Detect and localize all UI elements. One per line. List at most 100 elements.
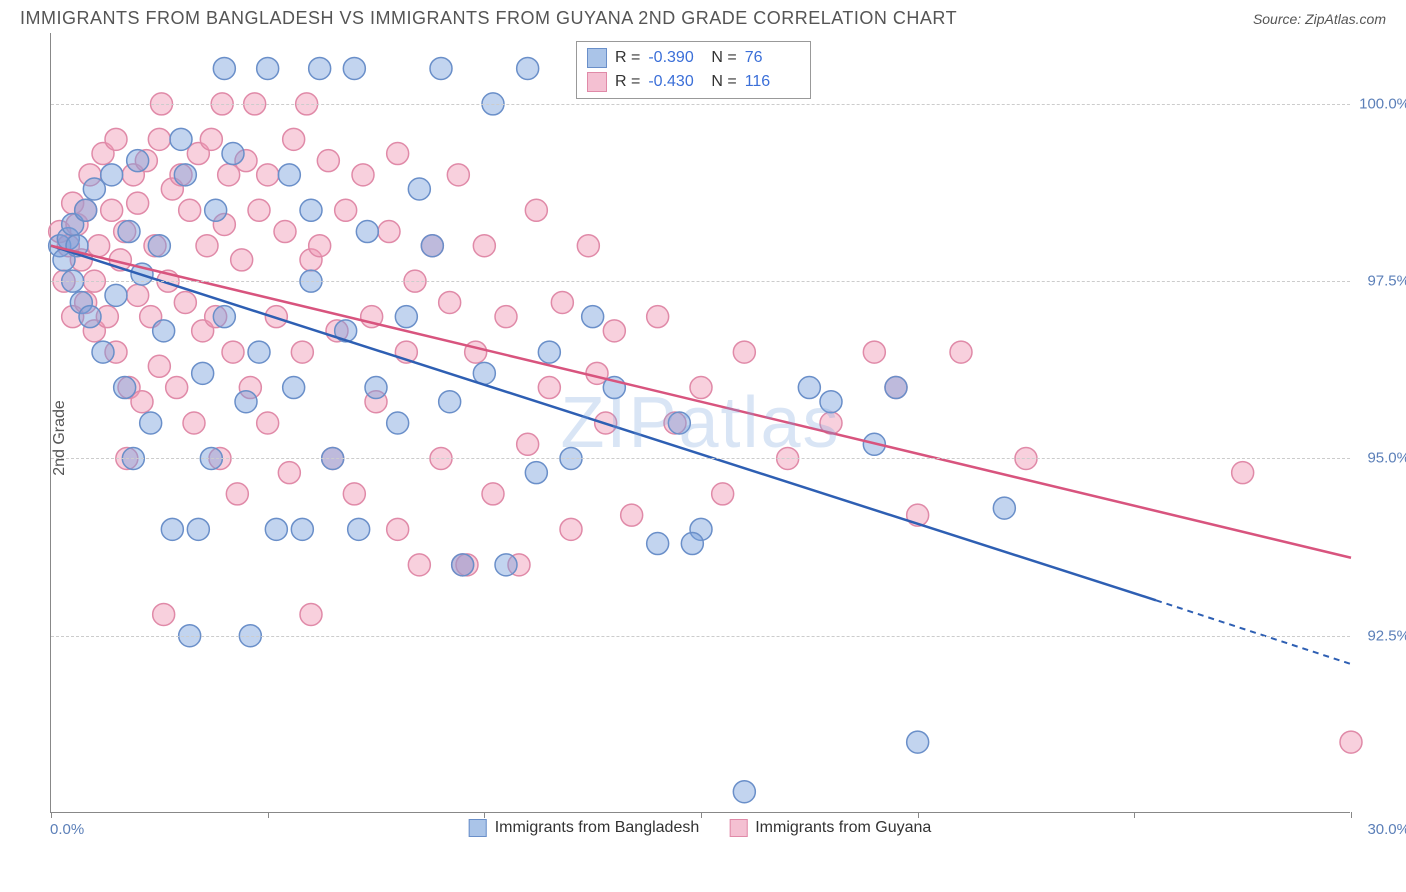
legend-label: Immigrants from Bangladesh (495, 819, 700, 837)
scatter-point (335, 199, 357, 221)
scatter-point (712, 483, 734, 505)
scatter-point (560, 518, 582, 540)
trend-line (51, 246, 1156, 601)
scatter-point (452, 554, 474, 576)
scatter-point (538, 377, 560, 399)
scatter-point (235, 391, 257, 413)
y-tick-label: 100.0% (1359, 95, 1406, 112)
scatter-point (525, 199, 547, 221)
scatter-point (408, 554, 430, 576)
legend-item-guyana: Immigrants from Guyana (729, 819, 931, 837)
gridline (51, 281, 1350, 282)
scatter-point (291, 341, 313, 363)
scatter-point (291, 518, 313, 540)
scatter-point (174, 164, 196, 186)
scatter-point (222, 143, 244, 165)
scatter-point (153, 320, 175, 342)
scatter-point (603, 320, 625, 342)
y-tick-label: 97.5% (1367, 273, 1406, 290)
scatter-point (148, 235, 170, 257)
scatter-point (226, 483, 248, 505)
scatter-point (127, 284, 149, 306)
scatter-point (885, 377, 907, 399)
gridline (51, 636, 1350, 637)
scatter-point (200, 128, 222, 150)
scatter-point (495, 306, 517, 328)
scatter-point (317, 150, 339, 172)
scatter-point (88, 235, 110, 257)
scatter-point (439, 391, 461, 413)
stats-row-bangladesh: R = -0.390 N = 76 (587, 46, 800, 70)
scatter-point (127, 192, 149, 214)
scatter-point (365, 377, 387, 399)
scatter-point (517, 57, 539, 79)
scatter-point (387, 412, 409, 434)
scatter-point (231, 249, 253, 271)
scatter-point (309, 235, 331, 257)
y-tick-label: 92.5% (1367, 627, 1406, 644)
y-tick-label: 95.0% (1367, 450, 1406, 467)
scatter-point (140, 412, 162, 434)
stats-row-guyana: R = -0.430 N = 116 (587, 70, 800, 94)
chart-source: Source: ZipAtlas.com (1253, 11, 1386, 27)
scatter-point (1232, 462, 1254, 484)
stats-swatch-icon (587, 72, 607, 92)
scatter-point (170, 128, 192, 150)
scatter-point (387, 143, 409, 165)
stats-legend-box: R = -0.390 N = 76 R = -0.430 N = 116 (576, 41, 811, 99)
scatter-point (161, 518, 183, 540)
scatter-point (205, 199, 227, 221)
scatter-point (348, 518, 370, 540)
legend-swatch-icon (469, 819, 487, 837)
scatter-point (114, 377, 136, 399)
scatter-point (309, 57, 331, 79)
scatter-point (257, 164, 279, 186)
scatter-point (421, 235, 443, 257)
scatter-point (343, 57, 365, 79)
scatter-point (517, 433, 539, 455)
x-max-label: 30.0% (1367, 821, 1406, 838)
scatter-point (950, 341, 972, 363)
scatter-point (378, 221, 400, 243)
x-axis-labels: 0.0% Immigrants from Bangladesh Immigran… (50, 813, 1350, 843)
scatter-point (473, 235, 495, 257)
gridline (51, 458, 1350, 459)
scatter-point (274, 221, 296, 243)
scatter-point (213, 306, 235, 328)
scatter-point (265, 518, 287, 540)
scatter-point (408, 178, 430, 200)
scatter-point (257, 57, 279, 79)
scatter-point (92, 341, 114, 363)
stats-r-value: -0.430 (648, 70, 703, 94)
scatter-point (621, 504, 643, 526)
scatter-point (525, 462, 547, 484)
legend-swatch-icon (729, 819, 747, 837)
stats-r-value: -0.390 (648, 46, 703, 70)
scatter-point (283, 128, 305, 150)
scatter-point (352, 164, 374, 186)
scatter-point (300, 603, 322, 625)
legend-label: Immigrants from Guyana (755, 819, 931, 837)
scatter-point (213, 57, 235, 79)
scatter-point (101, 199, 123, 221)
scatter-point (343, 483, 365, 505)
bottom-legend: Immigrants from Bangladesh Immigrants fr… (469, 819, 932, 837)
scatter-point (647, 533, 669, 555)
scatter-point (75, 199, 97, 221)
scatter-point (148, 128, 170, 150)
plot-area: ZIPatlas R = -0.390 N = 76 R = -0.430 N … (50, 33, 1350, 813)
scatter-point (439, 291, 461, 313)
scatter-point (79, 306, 101, 328)
stats-n-label: N = (711, 70, 736, 94)
scatter-point (283, 377, 305, 399)
scatter-point (495, 554, 517, 576)
scatter-point (153, 603, 175, 625)
scatter-point (183, 412, 205, 434)
scatter-point (101, 164, 123, 186)
scatter-point (733, 781, 755, 803)
scatter-point (257, 412, 279, 434)
scatter-point (105, 284, 127, 306)
stats-swatch-icon (587, 48, 607, 68)
scatter-point (166, 377, 188, 399)
scatter-point (430, 57, 452, 79)
